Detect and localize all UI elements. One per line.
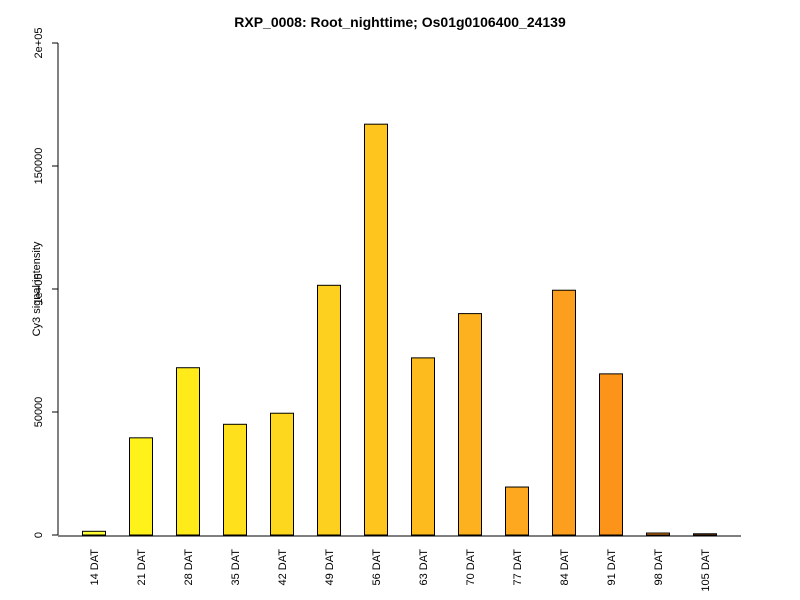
x-tick-label: 98 DAT — [653, 549, 665, 586]
category-labels: 14 DAT 21 DAT 28 DAT 35 DAT 42 DAT 49 DAT 56 D… — [89, 549, 712, 592]
bar — [458, 313, 482, 536]
y-axis-label: Cy3 signal intensity — [31, 241, 43, 336]
bar — [411, 357, 435, 536]
y-tick-label: 2e+05 — [33, 28, 45, 59]
chart-title: RXP_0008: Root_nighttime; Os01g0106400_2… — [234, 14, 566, 30]
bar — [176, 367, 200, 536]
x-tick-label: 28 DAT — [183, 549, 195, 586]
y-tick-label: 0 — [33, 532, 45, 538]
bar — [505, 486, 529, 536]
x-tick-label: 70 DAT — [465, 549, 477, 586]
bar — [552, 289, 576, 536]
y-tick-label: 1e+05 — [33, 274, 45, 305]
x-tick-label: 105 DAT — [700, 549, 712, 592]
bar — [364, 123, 388, 536]
x-tick-label: 77 DAT — [512, 549, 524, 586]
bar — [599, 373, 623, 536]
bar — [129, 437, 153, 536]
x-tick-label: 21 DAT — [136, 549, 148, 586]
bar — [223, 423, 247, 536]
bar — [646, 532, 670, 536]
x-tick-label: 56 DAT — [371, 549, 383, 586]
bar — [82, 530, 106, 536]
x-tick-label: 49 DAT — [324, 549, 336, 586]
bars — [82, 123, 717, 536]
y-axis: 0 50000 1e+05 150000 2e+05 — [33, 28, 59, 538]
x-tick-label: 14 DAT — [89, 549, 101, 586]
y-tick-label: 50000 — [33, 397, 45, 428]
x-tick-label: 84 DAT — [559, 549, 571, 586]
x-tick-label: 91 DAT — [606, 549, 618, 586]
bar — [317, 284, 341, 536]
x-tick-label: 42 DAT — [277, 549, 289, 586]
y-tick-label: 150000 — [33, 148, 45, 185]
bar — [270, 412, 294, 536]
bar — [693, 533, 717, 536]
x-tick-label: 35 DAT — [230, 549, 242, 586]
x-tick-label: 63 DAT — [418, 549, 430, 586]
